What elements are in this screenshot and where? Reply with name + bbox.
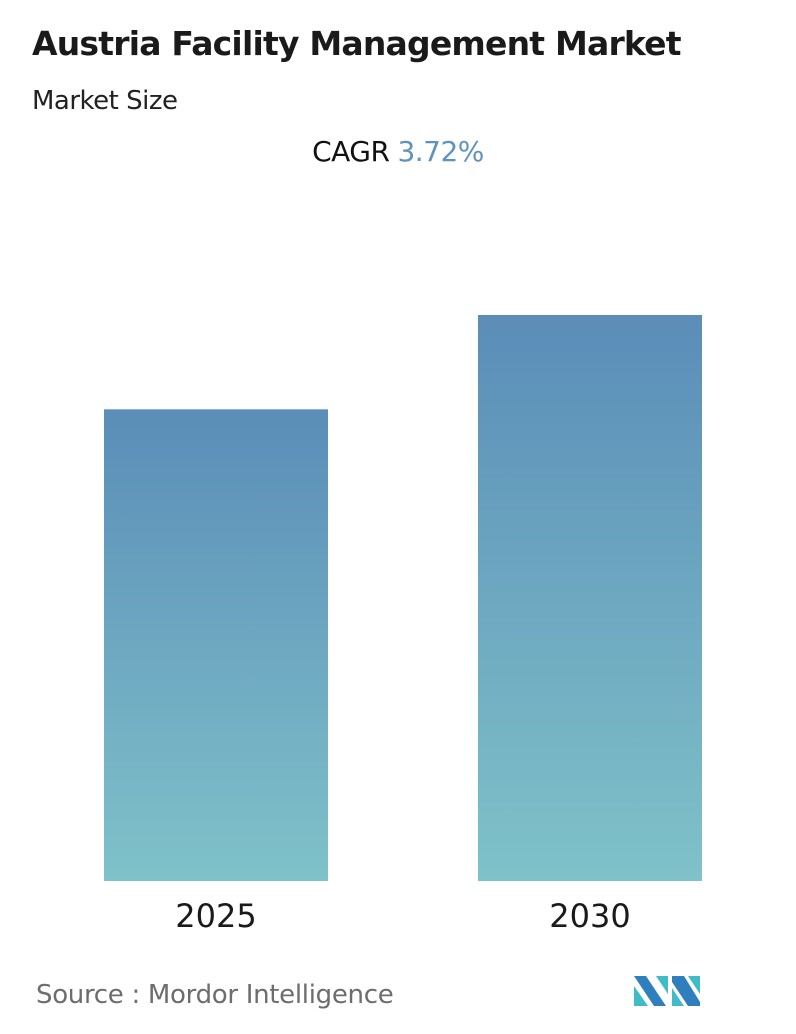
- chart-title: Austria Facility Management Market: [32, 24, 682, 63]
- chart-subtitle: Market Size: [32, 86, 178, 116]
- cagr-annotation: CAGR 3.72%: [0, 135, 796, 168]
- cagr-value: 3.72%: [397, 135, 484, 168]
- mordor-intelligence-logo: [634, 976, 700, 1006]
- bar-2025: [104, 409, 328, 881]
- source-note: Source : Mordor Intelligence: [36, 980, 394, 1010]
- source-label: Source :: [36, 980, 140, 1010]
- x-tick-label: 2025: [175, 897, 256, 935]
- cagr-label: CAGR: [312, 135, 390, 168]
- x-tick-label: 2030: [549, 897, 630, 935]
- source-name: Mordor Intelligence: [147, 980, 394, 1010]
- bar-2030: [478, 315, 702, 881]
